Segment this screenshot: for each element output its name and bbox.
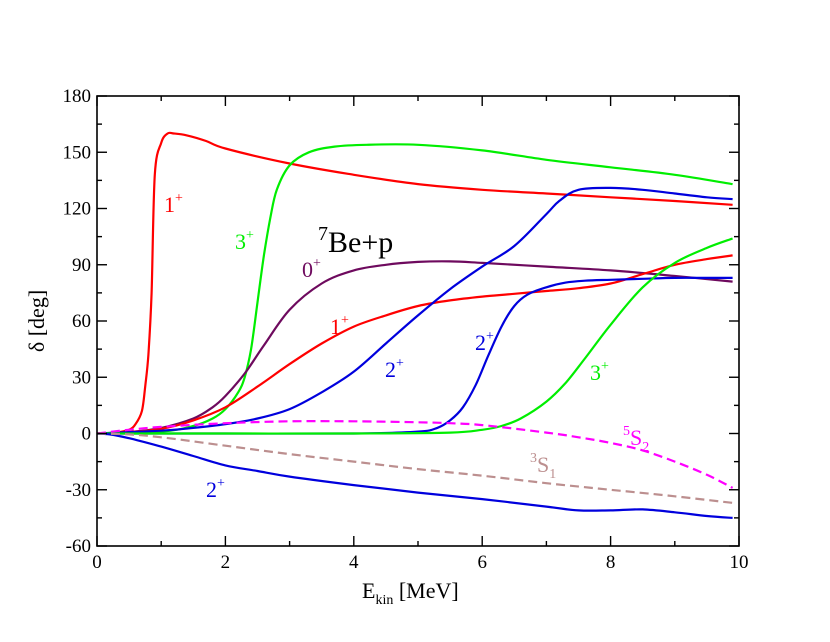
series-line-4 [96, 186, 733, 435]
system-label-text: Be+p [328, 226, 393, 259]
x-tick-label: 2 [221, 552, 231, 573]
label-1plus-broad-main: 1 [330, 314, 341, 339]
label-2plus-mid-sup: + [486, 329, 494, 344]
x-axis-title-rest: [MeV] [393, 578, 458, 603]
label-2plus-mid: 2+ [475, 329, 494, 355]
y-axis-title: δ [deg] [24, 290, 49, 352]
curves-layer [96, 131, 734, 519]
ticks-layer [96, 95, 740, 547]
label-2plus-mid-main: 2 [475, 330, 486, 355]
x-axis-title-sub: kin [375, 593, 393, 608]
x-tick-label: 10 [730, 552, 749, 573]
system-label-mass: 7 [318, 223, 328, 245]
x-tick-label: 6 [477, 552, 487, 573]
y-tick-label: 90 [72, 255, 91, 276]
y-tick-label: 150 [63, 142, 92, 163]
series-line-8 [96, 420, 734, 489]
x-axis-title-main: E [362, 578, 375, 603]
x-axis-title: Ekin [MeV] [362, 578, 459, 608]
system-label: 7Be+p [318, 223, 393, 259]
plot-frame [96, 95, 740, 547]
label-3plus-low-main: 3 [235, 229, 246, 254]
label-1plus-low-main: 1 [164, 192, 175, 217]
label-3plus-high-sup: + [601, 359, 609, 374]
series-line-9 [96, 432, 733, 504]
series-line-6 [97, 237, 733, 435]
y-tick-label: -30 [66, 480, 91, 501]
label-2plus-broad-main: 2 [385, 357, 396, 382]
series-line-5 [97, 276, 733, 435]
label-1plus-broad-sup: + [341, 313, 349, 328]
label-3plus-high: 3+ [590, 359, 609, 385]
label-1plus-broad: 1+ [330, 313, 349, 339]
label-2plus-negative-main: 2 [206, 477, 217, 502]
label-0plus: 0+ [302, 256, 321, 282]
label-0plus-sup: + [313, 256, 321, 271]
label-3S1: 3S1 [530, 451, 556, 482]
label-3S1-main: S [537, 452, 549, 477]
label-5S2-sub: 2 [642, 440, 649, 455]
y-tick-label: 120 [63, 199, 92, 220]
series-line-1 [96, 143, 733, 435]
y-tick-label: 30 [72, 367, 91, 388]
y-tick-label: 0 [82, 424, 92, 445]
series-line-2 [96, 260, 733, 435]
label-3S1-sub: 1 [549, 467, 556, 482]
x-tick-label: 0 [92, 552, 102, 573]
y-tick-label: 60 [72, 311, 91, 332]
y-tick-label: 180 [63, 86, 92, 107]
label-5S2: 5S2 [623, 424, 649, 455]
y-tick-label: -60 [66, 536, 91, 557]
label-3S1-pre: 3 [530, 451, 537, 466]
x-tick-label: 8 [606, 552, 616, 573]
label-2plus-negative: 2+ [206, 476, 225, 502]
label-3plus-high-main: 3 [590, 360, 601, 385]
label-5S2-pre: 5 [623, 424, 630, 439]
label-1plus-low-sup: + [175, 191, 183, 206]
series-line-0 [96, 131, 733, 435]
label-3plus-low-sup: + [246, 228, 254, 243]
series-line-7 [96, 432, 733, 519]
series-line-3 [96, 254, 733, 435]
label-5S2-main: S [630, 425, 642, 450]
x-tick-label: 4 [349, 552, 359, 573]
label-2plus-negative-sup: + [217, 476, 225, 491]
label-0plus-main: 0 [302, 257, 313, 282]
label-3plus-low: 3+ [235, 228, 254, 254]
label-2plus-broad-sup: + [396, 356, 404, 371]
label-2plus-broad: 2+ [385, 356, 404, 382]
label-1plus-low: 1+ [164, 191, 183, 217]
